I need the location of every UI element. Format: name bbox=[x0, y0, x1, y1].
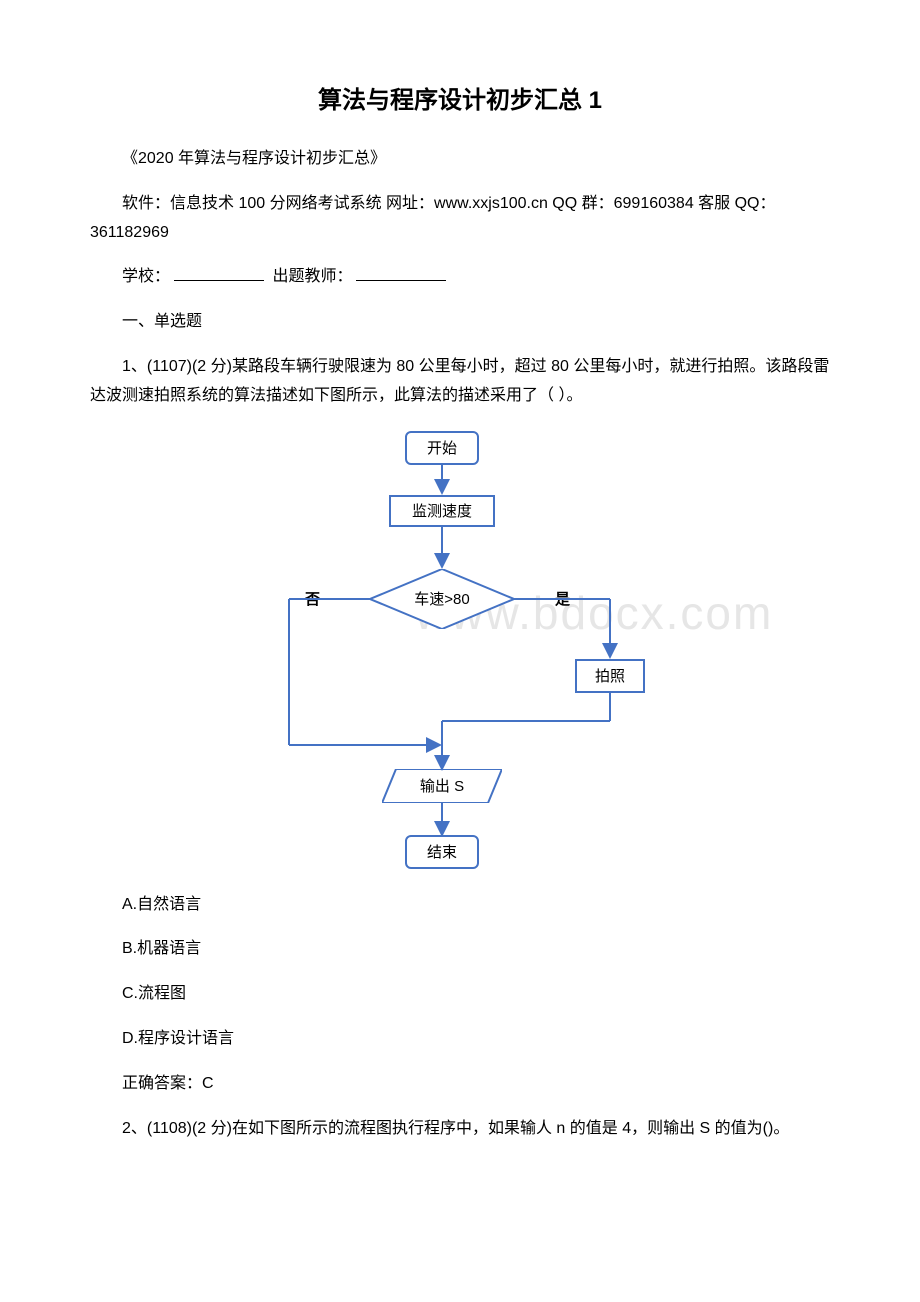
subtitle: 《2020 年算法与程序设计初步汇总》 bbox=[90, 145, 830, 174]
q1-stem: 1、(1107)(2 分)某路段车辆行驶限速为 80 公里每小时，超过 80 公… bbox=[90, 353, 830, 411]
fc-output-label: 输出 S bbox=[420, 775, 464, 796]
school-label: 学校： bbox=[122, 268, 170, 285]
form-line: 学校： 出题教师： bbox=[90, 263, 830, 292]
q2-stem: 2、(1108)(2 分)在如下图所示的流程图执行程序中，如果输人 n 的值是 … bbox=[90, 1115, 830, 1144]
q1-optC: C.流程图 bbox=[90, 980, 830, 1009]
q1-optD: D.程序设计语言 bbox=[90, 1025, 830, 1054]
teacher-blank bbox=[356, 280, 446, 281]
section-heading: 一、单选题 bbox=[90, 308, 830, 337]
flowchart: www.bdocx.com 开始 监测速度 车速>80 bbox=[245, 431, 675, 871]
page-title: 算法与程序设计初步汇总 1 bbox=[90, 80, 830, 115]
fc-decision-label: 车速>80 bbox=[414, 588, 469, 609]
branch-lines bbox=[245, 431, 675, 871]
q1-optA: A.自然语言 bbox=[90, 891, 830, 920]
q1-answer: 正确答案：C bbox=[90, 1070, 830, 1099]
teacher-label: 出题教师： bbox=[272, 268, 352, 285]
q1-optB: B.机器语言 bbox=[90, 935, 830, 964]
software-info: 软件：信息技术 100 分网络考试系统 网址：www.xxjs100.cn QQ… bbox=[90, 190, 830, 248]
flowchart-container: www.bdocx.com 开始 监测速度 车速>80 bbox=[90, 431, 830, 871]
school-blank bbox=[174, 280, 264, 281]
